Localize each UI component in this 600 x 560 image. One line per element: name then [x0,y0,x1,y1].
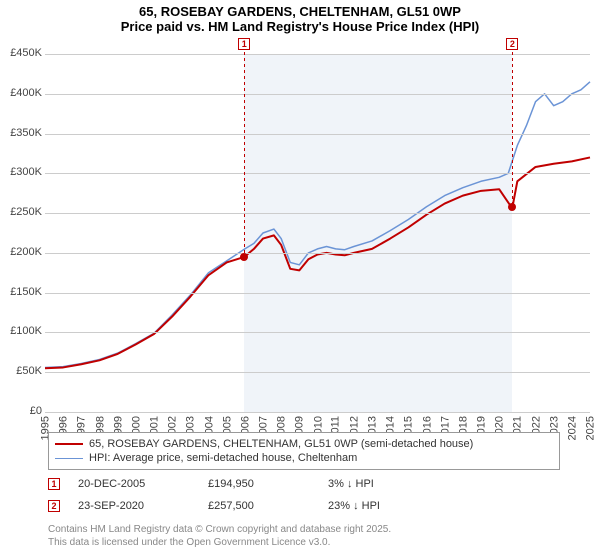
marker-box-1: 1 [238,38,250,50]
footnote-date-1: 20-DEC-2005 [78,478,208,490]
gridline-h [45,213,590,214]
gridline-h [45,253,590,254]
footnote-row-2: 2 23-SEP-2020 £257,500 23% ↓ HPI [48,500,560,512]
y-tick-label: £350K [0,127,42,139]
legend-swatch-price-paid [55,443,83,445]
x-tick-label: 2024 [566,416,578,440]
gridline-h [45,54,590,55]
title-line-2: Price paid vs. HM Land Registry's House … [0,19,600,34]
marker-dot-1 [240,253,248,261]
y-tick-label: £100K [0,325,42,337]
series-line-price_paid [45,157,590,368]
footnote-marker-2: 2 [48,500,60,512]
x-tick-label: 2025 [584,416,596,440]
gridline-h [45,332,590,333]
y-tick-label: £400K [0,87,42,99]
gridline-h [45,94,590,95]
chart-title-block: 65, ROSEBAY GARDENS, CHELTENHAM, GL51 0W… [0,0,600,36]
gridline-h [45,412,590,413]
marker-line-1 [244,52,245,257]
copyright-line-2: This data is licensed under the Open Gov… [48,537,560,550]
y-tick-label: £0 [0,405,42,417]
gridline-h [45,372,590,373]
copyright-line-1: Contains HM Land Registry data © Crown c… [48,524,560,537]
y-tick-label: £250K [0,206,42,218]
footnote-delta-2: 23% ↓ HPI [328,500,448,512]
y-tick-label: £450K [0,47,42,59]
chart-lines-svg [45,54,590,412]
gridline-h [45,293,590,294]
legend-swatch-hpi [55,458,83,459]
series-line-hpi [45,82,590,368]
plot-region [45,54,590,412]
footnote-marker-1: 1 [48,478,60,490]
chart-area: £0 £50K £100K £150K £200K £250K £300K £350K £400… [0,36,600,431]
y-tick-label: £300K [0,166,42,178]
y-tick-label: £150K [0,286,42,298]
legend-box: 65, ROSEBAY GARDENS, CHELTENHAM, GL51 0W… [48,432,560,470]
y-tick-label: £50K [0,365,42,377]
y-tick-label: £200K [0,246,42,258]
copyright-block: Contains HM Land Registry data © Crown c… [48,524,560,549]
gridline-h [45,134,590,135]
marker-line-2 [512,52,513,207]
footnote-delta-1: 3% ↓ HPI [328,478,448,490]
legend-label-hpi: HPI: Average price, semi-detached house,… [89,452,357,464]
footnote-price-2: £257,500 [208,500,328,512]
title-line-1: 65, ROSEBAY GARDENS, CHELTENHAM, GL51 0W… [0,4,600,19]
legend-row-price-paid: 65, ROSEBAY GARDENS, CHELTENHAM, GL51 0W… [55,437,553,451]
marker-dot-2 [508,203,516,211]
footnote-date-2: 23-SEP-2020 [78,500,208,512]
marker-box-2: 2 [506,38,518,50]
legend-row-hpi: HPI: Average price, semi-detached house,… [55,451,553,465]
footnote-price-1: £194,950 [208,478,328,490]
legend-label-price-paid: 65, ROSEBAY GARDENS, CHELTENHAM, GL51 0W… [89,438,473,450]
footnote-row-1: 1 20-DEC-2005 £194,950 3% ↓ HPI [48,478,560,490]
gridline-h [45,173,590,174]
